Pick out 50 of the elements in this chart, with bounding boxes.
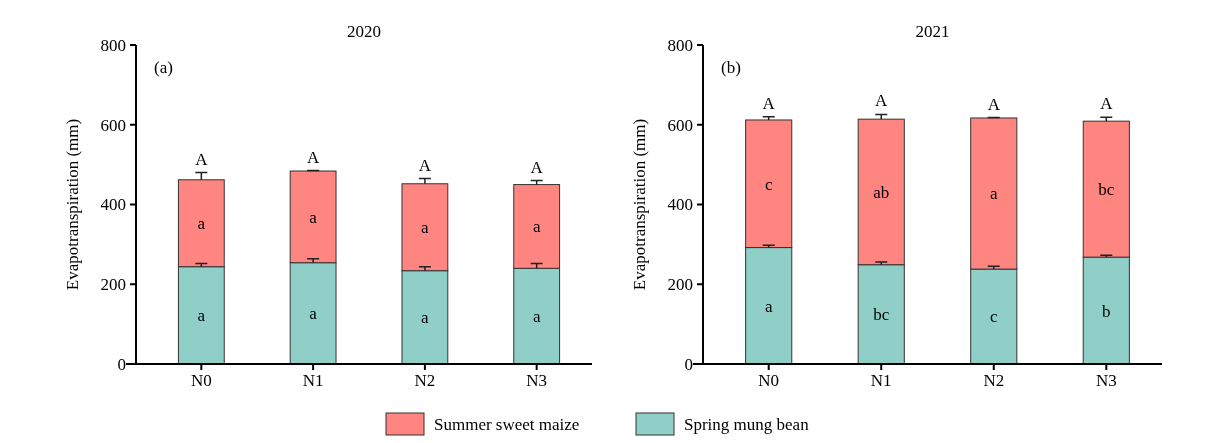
data-label: bc (1098, 180, 1115, 200)
x-tick-label: N3 (526, 371, 548, 390)
legend-label: Spring mung bean (684, 414, 810, 434)
data-label: a (197, 214, 206, 234)
x-tick-label: N0 (190, 371, 212, 390)
x-tick-label: N2 (414, 371, 436, 390)
data-label: a (532, 217, 541, 237)
annotation: (b) (721, 58, 741, 77)
data-label: a (764, 296, 773, 316)
legend-label: Summer sweet maize (434, 414, 580, 434)
total-label: A (418, 155, 432, 175)
y-axis-title: Evapotranspiration (mm) (63, 118, 82, 291)
data-label: a (421, 218, 430, 238)
y-tick-label: 600 (100, 115, 126, 135)
y-tick-label: 200 (667, 275, 693, 295)
annotation: (a) (154, 58, 173, 77)
y-tick-label: 200 (100, 275, 126, 295)
data-label: bc (873, 305, 890, 325)
total-label: A (762, 93, 776, 113)
total-label: A (195, 149, 209, 169)
data-label: a (309, 207, 318, 227)
x-tick-label: N3 (1095, 371, 1117, 390)
data-label: a (309, 304, 318, 324)
y-tick-label: 400 (100, 195, 126, 215)
data-label: a (532, 307, 541, 327)
x-tick-label: N0 (758, 371, 780, 390)
total-label: A (306, 147, 320, 167)
data-label: a (989, 184, 998, 204)
total-label: A (987, 94, 1001, 114)
y-tick-label: 800 (667, 35, 693, 55)
y-tick-label: 600 (667, 115, 693, 135)
chart-title: 2021 (915, 22, 950, 41)
chart-title: 2020 (347, 22, 381, 41)
data-label: a (421, 308, 430, 328)
total-label: A (530, 157, 544, 177)
y-tick-label: 0 (117, 354, 126, 374)
x-tick-label: N1 (302, 371, 324, 390)
y-tick-label: 800 (100, 35, 126, 55)
data-label: c (989, 307, 998, 327)
y-tick-label: 400 (667, 195, 693, 215)
x-tick-label: N2 (983, 371, 1005, 390)
x-tick-label: N1 (870, 371, 892, 390)
y-axis-title: Evapotranspiration (mm) (630, 118, 649, 291)
data-label: ab (873, 182, 890, 202)
y-tick-label: 0 (684, 354, 693, 374)
data-label: b (1102, 301, 1111, 321)
data-label: a (197, 306, 206, 326)
data-label: c (764, 174, 773, 194)
total-label: A (1100, 94, 1114, 114)
total-label: A (875, 91, 889, 111)
